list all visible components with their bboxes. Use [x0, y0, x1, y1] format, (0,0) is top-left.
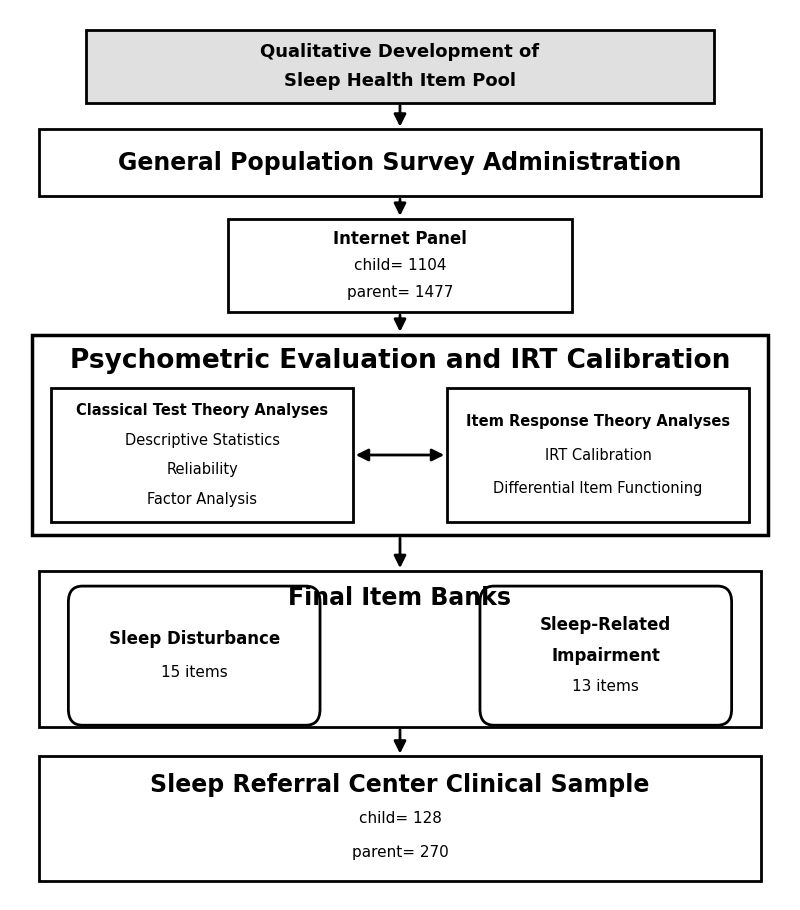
- FancyBboxPatch shape: [39, 571, 761, 727]
- Text: 13 items: 13 items: [572, 679, 639, 693]
- FancyBboxPatch shape: [68, 586, 320, 725]
- Text: Item Response Theory Analyses: Item Response Theory Analyses: [466, 414, 730, 429]
- Text: child= 128: child= 128: [358, 812, 442, 826]
- Text: Sleep-Related: Sleep-Related: [540, 616, 671, 634]
- FancyBboxPatch shape: [86, 30, 714, 103]
- FancyBboxPatch shape: [480, 586, 732, 725]
- Text: child= 1104: child= 1104: [354, 258, 446, 273]
- Text: parent= 1477: parent= 1477: [347, 285, 453, 299]
- Text: 15 items: 15 items: [161, 665, 227, 680]
- Text: parent= 270: parent= 270: [352, 845, 448, 860]
- Text: Internet Panel: Internet Panel: [333, 229, 467, 248]
- Text: Descriptive Statistics: Descriptive Statistics: [125, 432, 279, 448]
- Text: Sleep Referral Center Clinical Sample: Sleep Referral Center Clinical Sample: [150, 773, 650, 797]
- FancyBboxPatch shape: [39, 756, 761, 881]
- Text: Differential Item Functioning: Differential Item Functioning: [494, 481, 702, 496]
- Text: Impairment: Impairment: [551, 647, 660, 664]
- Text: Sleep Health Item Pool: Sleep Health Item Pool: [284, 72, 516, 90]
- FancyBboxPatch shape: [51, 388, 353, 522]
- Text: Reliability: Reliability: [166, 462, 238, 478]
- FancyBboxPatch shape: [31, 335, 769, 535]
- FancyBboxPatch shape: [447, 388, 749, 522]
- Text: Psychometric Evaluation and IRT Calibration: Psychometric Evaluation and IRT Calibrat…: [70, 349, 730, 374]
- FancyBboxPatch shape: [39, 129, 761, 197]
- FancyBboxPatch shape: [227, 218, 573, 312]
- Text: Qualitative Development of: Qualitative Development of: [261, 43, 539, 61]
- Text: IRT Calibration: IRT Calibration: [545, 448, 651, 462]
- Text: Sleep Disturbance: Sleep Disturbance: [109, 630, 280, 648]
- Text: Final Item Banks: Final Item Banks: [289, 586, 511, 610]
- Text: General Population Survey Administration: General Population Survey Administration: [118, 151, 682, 175]
- Text: Classical Test Theory Analyses: Classical Test Theory Analyses: [76, 403, 328, 418]
- Text: Factor Analysis: Factor Analysis: [147, 492, 257, 507]
